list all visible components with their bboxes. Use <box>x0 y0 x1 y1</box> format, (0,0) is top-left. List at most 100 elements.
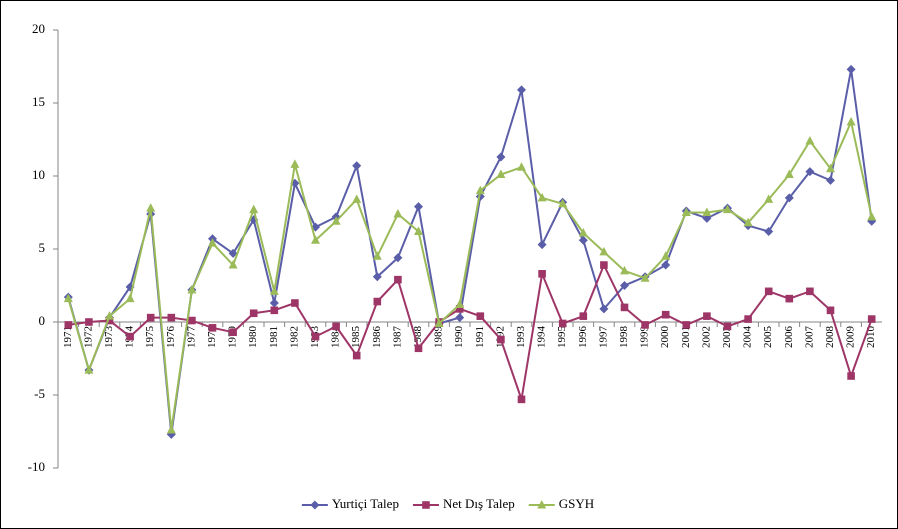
x-tick-label: 1982 <box>288 326 300 348</box>
data-point <box>332 322 340 331</box>
x-tick-label: 1977 <box>185 326 197 349</box>
data-point <box>455 299 465 308</box>
data-point <box>372 272 382 282</box>
x-tick-label: 1972 <box>82 326 94 348</box>
data-point <box>846 116 856 126</box>
data-point <box>723 204 732 214</box>
data-point <box>558 319 567 328</box>
x-tick-label: 1989 <box>433 326 445 349</box>
data-point <box>126 332 134 341</box>
data-point <box>125 293 135 303</box>
data-point <box>290 159 300 168</box>
legend-marker <box>422 501 430 509</box>
data-point <box>764 226 774 236</box>
data-point <box>187 284 197 294</box>
data-point <box>146 203 156 212</box>
data-point <box>620 265 629 275</box>
data-point <box>455 313 465 323</box>
data-point <box>167 313 176 322</box>
x-tick-label: 1981 <box>268 326 280 348</box>
data-point <box>394 275 402 284</box>
data-point <box>311 235 320 244</box>
data-point <box>373 297 382 306</box>
data-point <box>208 238 217 247</box>
data-point <box>85 318 93 326</box>
data-point <box>166 425 176 434</box>
data-point <box>620 303 629 312</box>
data-point <box>414 202 423 212</box>
data-point <box>641 321 649 329</box>
x-tick-label: 1991 <box>474 326 486 348</box>
x-tick-label: 2006 <box>783 326 795 349</box>
x-tick-label: 1990 <box>453 326 465 349</box>
data-point <box>208 324 217 332</box>
data-point <box>599 246 609 256</box>
data-point <box>661 251 671 260</box>
x-tick-label: 2005 <box>762 326 774 349</box>
x-tick-label: 2004 <box>742 326 754 349</box>
data-point <box>867 211 877 221</box>
y-tick-label: 10 <box>32 167 45 182</box>
data-point <box>496 169 506 179</box>
data-point <box>414 226 423 235</box>
data-point <box>64 321 73 329</box>
data-point <box>620 281 629 290</box>
data-point <box>393 253 403 263</box>
data-point <box>228 248 238 258</box>
legend-label: GSYH <box>559 496 594 511</box>
data-point <box>497 335 505 344</box>
legend-marker <box>537 500 547 509</box>
data-point <box>703 312 711 320</box>
data-point <box>640 273 650 282</box>
data-point <box>434 318 444 327</box>
x-tick-label: 1994 <box>536 326 548 349</box>
data-point <box>537 192 547 202</box>
x-tick-label: 2010 <box>865 326 877 349</box>
data-point <box>476 312 485 320</box>
data-point <box>558 198 568 208</box>
data-point <box>352 194 362 203</box>
x-tick-label: 2008 <box>824 326 836 349</box>
data-point <box>826 306 835 315</box>
data-point <box>352 351 361 360</box>
legend-marker <box>310 500 320 510</box>
data-point <box>249 309 258 318</box>
data-point <box>578 235 588 245</box>
y-tick-label: 15 <box>32 94 45 109</box>
data-point <box>146 313 155 322</box>
y-tick-label: -10 <box>28 459 45 474</box>
data-point <box>784 193 794 203</box>
data-point <box>661 310 670 319</box>
data-point <box>393 208 403 218</box>
y-tick-label: 5 <box>39 240 46 255</box>
series-line <box>68 262 873 400</box>
data-point <box>599 304 609 314</box>
x-tick-label: 1988 <box>412 326 424 349</box>
y-tick-label: 0 <box>39 313 46 328</box>
y-tick-label: -5 <box>34 386 45 401</box>
x-tick-label: 1997 <box>597 326 609 349</box>
x-tick-label: 2003 <box>721 326 733 349</box>
data-point <box>723 322 732 331</box>
legend-label: Net Dış Talep <box>443 496 515 511</box>
data-point <box>806 287 814 296</box>
data-point <box>291 299 299 307</box>
data-point <box>600 261 608 269</box>
x-tick-label: 2000 <box>659 326 671 349</box>
data-point <box>517 162 526 171</box>
data-point <box>764 194 774 203</box>
x-tick-label: 2009 <box>845 326 857 349</box>
data-point <box>249 204 259 214</box>
data-point <box>517 85 526 95</box>
x-tick-label: 2007 <box>803 326 815 349</box>
data-point <box>743 217 753 227</box>
x-tick-label: 1980 <box>247 326 259 349</box>
data-point <box>537 240 547 250</box>
legend-label: Yurtiçi Talep <box>332 496 399 511</box>
data-point <box>63 293 73 303</box>
data-point <box>228 260 238 269</box>
data-point <box>826 175 835 185</box>
data-point <box>372 251 382 260</box>
